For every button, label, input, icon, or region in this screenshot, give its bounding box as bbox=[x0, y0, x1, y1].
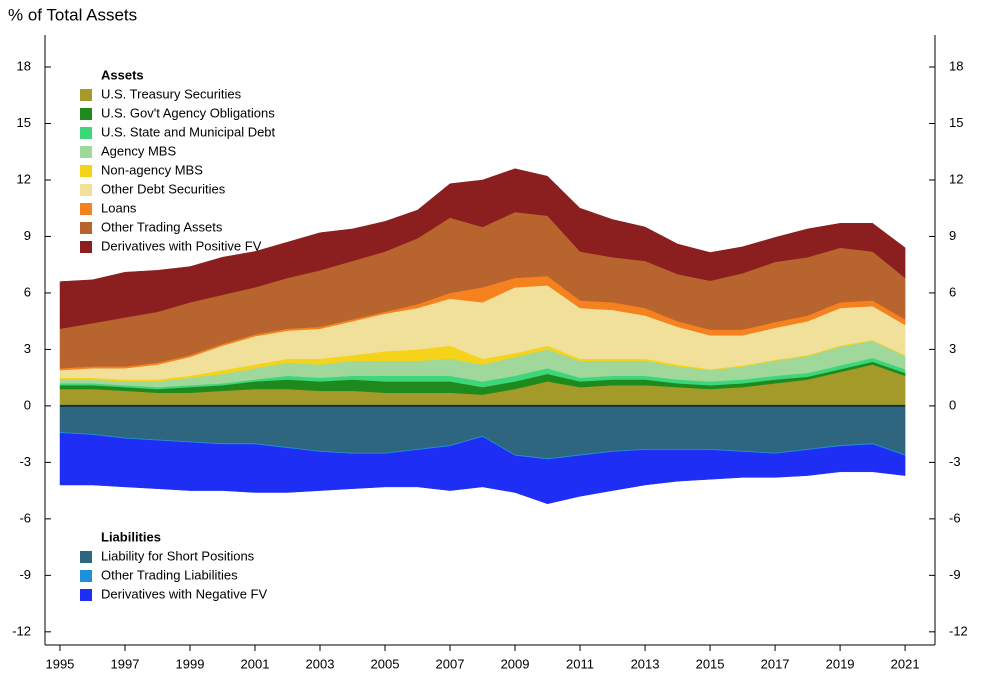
x-tick-label: 1997 bbox=[111, 656, 140, 671]
chart-title: % of Total Assets bbox=[8, 5, 137, 24]
legend-swatch bbox=[80, 127, 92, 139]
legend-swatch bbox=[80, 89, 92, 101]
y-tick-label: 12 bbox=[949, 171, 963, 186]
legend-swatch bbox=[80, 108, 92, 120]
y-tick-label: 18 bbox=[949, 58, 963, 73]
x-tick-label: 2021 bbox=[891, 656, 920, 671]
legend-label: U.S. State and Municipal Debt bbox=[101, 124, 276, 139]
y-tick-label: 6 bbox=[949, 284, 956, 299]
legend-label: Other Trading Assets bbox=[101, 219, 223, 234]
area bbox=[59, 168, 906, 329]
legend-swatch bbox=[80, 184, 92, 196]
y-tick-label: -6 bbox=[949, 510, 961, 525]
y-tick-label: -12 bbox=[949, 623, 968, 638]
y-tick-label: 6 bbox=[24, 284, 31, 299]
y-tick-label: 9 bbox=[24, 228, 31, 243]
y-tick-label: -12 bbox=[12, 623, 31, 638]
x-tick-label: 2003 bbox=[306, 656, 335, 671]
x-tick-label: 2001 bbox=[241, 656, 270, 671]
y-tick-label: 0 bbox=[949, 397, 956, 412]
y-tick-label: 9 bbox=[949, 228, 956, 243]
legend-label: Derivatives with Positive FV bbox=[101, 238, 262, 253]
x-tick-label: 1999 bbox=[176, 656, 205, 671]
y-tick-label: 15 bbox=[17, 115, 31, 130]
legend-swatch bbox=[80, 241, 92, 253]
y-tick-label: 3 bbox=[949, 341, 956, 356]
legend-swatch bbox=[80, 589, 92, 601]
legend-label: U.S. Treasury Securities bbox=[101, 86, 242, 101]
legend-swatch bbox=[80, 570, 92, 582]
legend-label: U.S. Gov't Agency Obligations bbox=[101, 105, 275, 120]
y-tick-label: 15 bbox=[949, 115, 963, 130]
x-tick-label: 1995 bbox=[45, 656, 74, 671]
y-tick-label: 0 bbox=[24, 397, 31, 412]
x-tick-label: 2009 bbox=[501, 656, 530, 671]
legend-swatch bbox=[80, 551, 92, 563]
legend-label: Derivatives with Negative FV bbox=[101, 586, 267, 601]
x-tick-label: 2015 bbox=[696, 656, 725, 671]
y-tick-label: 18 bbox=[17, 58, 31, 73]
legend-label: Non-agency MBS bbox=[101, 162, 203, 177]
area bbox=[59, 432, 906, 505]
legend-label: Liability for Short Positions bbox=[101, 548, 255, 563]
legend-title: Liabilities bbox=[101, 529, 161, 544]
x-tick-label: 2011 bbox=[566, 656, 594, 671]
legend-swatch bbox=[80, 146, 92, 158]
x-tick-label: 2007 bbox=[436, 656, 465, 671]
x-tick-label: 2013 bbox=[631, 656, 660, 671]
y-tick-label: 3 bbox=[24, 341, 31, 356]
legend-label: Other Debt Securities bbox=[101, 181, 226, 196]
legend-label: Agency MBS bbox=[101, 143, 176, 158]
y-tick-label: -9 bbox=[19, 567, 31, 582]
y-tick-label: -9 bbox=[949, 567, 961, 582]
y-tick-label: -3 bbox=[949, 454, 961, 469]
legend-label: Other Trading Liabilities bbox=[101, 567, 238, 582]
legend-title: Assets bbox=[101, 67, 144, 82]
legend-swatch bbox=[80, 222, 92, 234]
x-tick-label: 2017 bbox=[761, 656, 790, 671]
legend-swatch bbox=[80, 203, 92, 215]
legend-label: Loans bbox=[101, 200, 137, 215]
legend-swatch bbox=[80, 165, 92, 177]
y-tick-label: -6 bbox=[19, 510, 31, 525]
y-tick-label: 12 bbox=[17, 171, 31, 186]
x-tick-label: 2005 bbox=[371, 656, 400, 671]
x-tick-label: 2019 bbox=[826, 656, 855, 671]
y-tick-label: -3 bbox=[19, 454, 31, 469]
